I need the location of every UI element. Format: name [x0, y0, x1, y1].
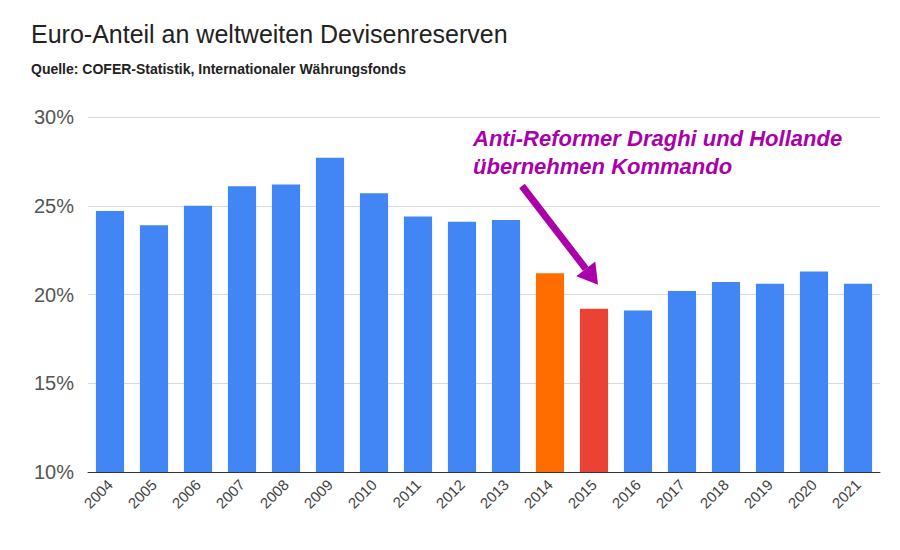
svg-text:2016: 2016: [608, 476, 644, 512]
svg-text:2014: 2014: [520, 476, 556, 512]
svg-text:2009: 2009: [300, 476, 336, 512]
svg-text:25%: 25%: [34, 195, 74, 217]
svg-text:2015: 2015: [564, 476, 600, 512]
svg-text:2006: 2006: [168, 476, 204, 512]
svg-text:2021: 2021: [828, 476, 864, 512]
svg-text:30%: 30%: [34, 106, 74, 128]
svg-text:übernehmen Kommando: übernehmen Kommando: [473, 154, 732, 179]
svg-text:2004: 2004: [80, 476, 116, 512]
svg-text:2020: 2020: [784, 476, 820, 512]
svg-text:10%: 10%: [34, 461, 74, 483]
svg-text:2011: 2011: [389, 476, 424, 511]
svg-text:2010: 2010: [344, 476, 380, 512]
svg-text:15%: 15%: [34, 372, 74, 394]
svg-text:20%: 20%: [34, 284, 74, 306]
svg-text:2017: 2017: [652, 476, 688, 512]
svg-text:2008: 2008: [256, 476, 292, 512]
svg-text:2018: 2018: [696, 476, 732, 512]
svg-text:2007: 2007: [212, 476, 248, 512]
svg-text:2013: 2013: [476, 476, 512, 512]
svg-text:2019: 2019: [740, 476, 776, 512]
svg-text:Euro-Anteil an weltweiten Devi: Euro-Anteil an weltweiten Devisenreserve…: [31, 20, 508, 48]
svg-text:Quelle: COFER-Statistik, Inter: Quelle: COFER-Statistik, Internationaler…: [31, 61, 406, 77]
svg-text:Anti-Reformer Draghi und Holla: Anti-Reformer Draghi und Hollande: [472, 126, 842, 151]
svg-text:2005: 2005: [124, 476, 160, 512]
svg-text:2012: 2012: [432, 476, 468, 512]
